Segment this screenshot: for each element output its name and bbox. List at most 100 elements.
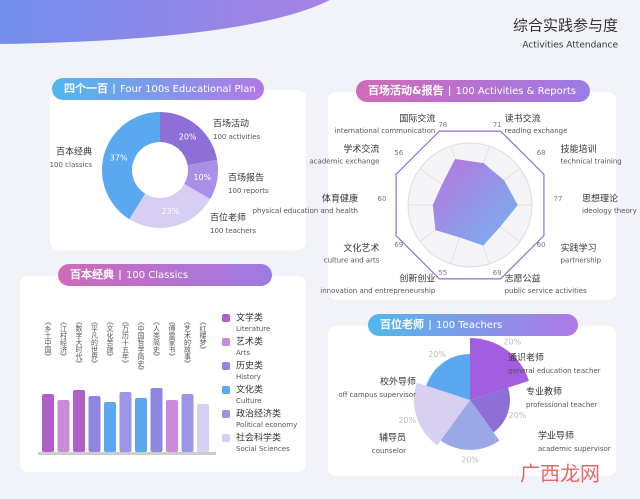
category-label: 辅导员	[379, 432, 406, 444]
category-label-en: culture and arts	[324, 256, 380, 264]
category-label-en: academic supervisor	[538, 445, 611, 453]
value-label: 23%	[162, 207, 180, 216]
legend-label: 文学类	[236, 312, 263, 324]
category-label: 百场活动	[213, 118, 249, 130]
book	[88, 396, 101, 452]
category-label: 学术交流	[343, 143, 379, 155]
value-label: 71	[493, 121, 502, 129]
book	[150, 388, 163, 452]
category-label-en: academic exchange	[309, 158, 379, 166]
category-label-en: international communication	[334, 127, 435, 135]
category-label: 百场报告	[228, 172, 264, 184]
book	[73, 390, 85, 452]
panel-title: 百位老师	[380, 317, 424, 331]
category-label-en: reading exchange	[505, 127, 568, 135]
panel-subtitle: Four 100s Educational Plan	[120, 84, 256, 95]
legend-label-en: Arts	[236, 349, 250, 357]
category-label-en: professional teacher	[526, 401, 598, 409]
slice	[414, 382, 470, 446]
book-title: 《万历十五年》	[122, 318, 130, 367]
slice	[160, 112, 218, 166]
book-title: 《中国哲学简史》	[137, 318, 145, 374]
panel	[50, 90, 306, 250]
category-label-en: counselor	[372, 447, 406, 455]
value-label: 69	[493, 269, 502, 277]
shelf	[38, 452, 216, 455]
legend-label-en: History	[236, 373, 261, 381]
legend-swatch	[222, 410, 230, 418]
page-subtitle: Activities Attendance	[522, 41, 618, 51]
panel-title: 四个一百	[64, 81, 108, 95]
category-label-en: ideology theory	[582, 207, 637, 215]
book-title: 《江村经济》	[60, 318, 68, 360]
category-label: 通识老师	[508, 352, 544, 364]
legend-swatch	[222, 434, 230, 442]
book-title: 《数字大时代》	[75, 318, 83, 367]
category-label-en: technical training	[561, 158, 622, 166]
legend-swatch	[222, 314, 230, 322]
legend-label: 历史类	[236, 360, 263, 372]
book-title: 《文化苦旅》	[106, 318, 114, 360]
book	[42, 394, 54, 452]
value-label: 10%	[193, 173, 211, 182]
book-title: 《平凡的世界》	[91, 318, 99, 367]
slice	[440, 400, 500, 450]
radar-frame	[395, 130, 545, 280]
category-label: 体育健康	[322, 193, 358, 205]
slice	[426, 354, 470, 400]
slice	[184, 159, 218, 199]
value-label: 20%	[509, 411, 527, 420]
category-label-en: 100 classics	[50, 161, 93, 169]
category-label: 实践学习	[561, 242, 597, 254]
legend-label: 社会科学类	[236, 432, 281, 444]
panel-header	[368, 314, 578, 336]
value-label: 55	[438, 269, 447, 277]
value-label: 56	[394, 149, 403, 157]
category-label: 校外导师	[380, 376, 416, 388]
category-label: 创新创业	[399, 272, 435, 284]
book-title: 《红楼梦》	[199, 318, 207, 353]
radar-area	[432, 159, 518, 246]
value-label: 37%	[110, 154, 128, 163]
value-label: 68	[537, 149, 546, 157]
value-label: 69	[394, 241, 403, 249]
panel-subtitle: 100 Classics	[126, 270, 188, 281]
category-label: 国际交流	[399, 113, 435, 125]
category-label-en: partnership	[561, 256, 602, 264]
legend-label: 政治经济类	[236, 408, 281, 420]
category-label: 百位老师	[210, 212, 246, 224]
category-label: 读书交流	[505, 113, 541, 125]
category-label: 技能培训	[561, 143, 597, 155]
value-label: 20%	[179, 133, 197, 142]
category-label-en: general education teacher	[508, 367, 601, 375]
category-label-en: physical education and health	[253, 207, 358, 215]
legend-swatch	[222, 362, 230, 370]
legend-label-en: Social Sciences	[236, 445, 290, 453]
slice	[470, 338, 529, 400]
book-title: 《人类简史》	[153, 318, 161, 360]
legend-swatch	[222, 338, 230, 346]
watermark: 广西龙网	[520, 462, 600, 486]
panel-header	[58, 264, 272, 286]
legend-label: 艺术类	[236, 336, 263, 348]
category-label: 思想理论	[582, 193, 618, 205]
slice	[470, 387, 511, 433]
value-label: 60	[378, 195, 387, 203]
panel-header	[52, 78, 264, 100]
book-title: 《傅雷家书》	[168, 318, 176, 360]
category-label-en: public service activities	[505, 287, 587, 295]
panel-subtitle: 100 Teachers	[436, 320, 502, 331]
category-label-en: innovation and entrepreneurship	[320, 287, 436, 295]
value-label: 78	[438, 121, 447, 129]
category-label-en: off campus supervisor	[338, 391, 416, 399]
legend-label-en: Culture	[236, 397, 261, 405]
book	[166, 400, 178, 452]
panel-title: 百本经典	[70, 267, 114, 281]
panel-title: 百场活动&报告	[368, 83, 444, 97]
value-label: 20%	[398, 416, 416, 425]
panel-subtitle: 100 Activities & Reports	[456, 86, 576, 97]
header-decoration	[0, 0, 330, 44]
value-label: 20%	[428, 350, 446, 359]
value-label: 20%	[461, 456, 479, 465]
